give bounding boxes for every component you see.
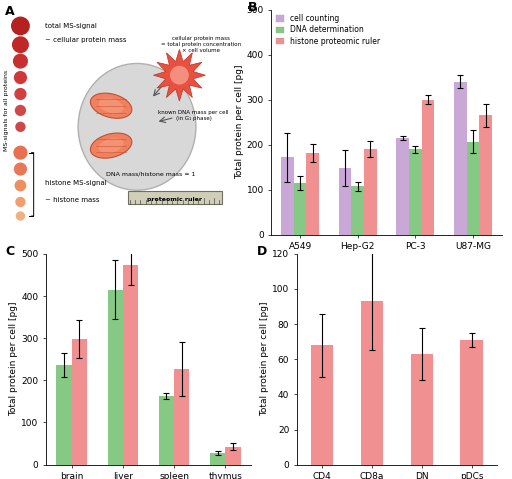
- Text: MS-signals for all proteins: MS-signals for all proteins: [4, 70, 9, 151]
- Circle shape: [14, 71, 27, 84]
- Circle shape: [14, 162, 27, 176]
- Bar: [364, 149, 377, 235]
- Circle shape: [15, 122, 26, 132]
- Text: ~ cellular protein mass: ~ cellular protein mass: [45, 37, 126, 43]
- Bar: [311, 345, 333, 465]
- Bar: [396, 138, 409, 235]
- Bar: [351, 186, 364, 235]
- Bar: [479, 115, 492, 235]
- Ellipse shape: [170, 66, 189, 85]
- Bar: [174, 369, 189, 465]
- Circle shape: [14, 88, 27, 100]
- Y-axis label: Total protein per cell [pg]: Total protein per cell [pg]: [234, 65, 244, 180]
- Text: D: D: [257, 245, 267, 259]
- Bar: [360, 301, 383, 465]
- Text: known DNA mass per cell
(in G₁ phase): known DNA mass per cell (in G₁ phase): [158, 110, 229, 121]
- Circle shape: [12, 36, 29, 53]
- Legend: cell counting, DNA determination, histone proteomic ruler: cell counting, DNA determination, histon…: [275, 13, 380, 46]
- Text: B: B: [248, 0, 258, 13]
- Text: total MS-signal: total MS-signal: [45, 23, 97, 29]
- Circle shape: [13, 54, 28, 68]
- Circle shape: [14, 180, 26, 192]
- Bar: [422, 100, 434, 235]
- Circle shape: [15, 197, 26, 207]
- Bar: [307, 153, 319, 235]
- Bar: [466, 141, 479, 235]
- Bar: [409, 149, 422, 235]
- Text: ~ histone mass: ~ histone mass: [45, 196, 100, 203]
- Polygon shape: [154, 49, 205, 101]
- Bar: [123, 265, 138, 465]
- Bar: [225, 446, 241, 465]
- Bar: [294, 183, 307, 235]
- Bar: [454, 81, 466, 235]
- Bar: [210, 453, 225, 465]
- Bar: [56, 365, 72, 465]
- Ellipse shape: [78, 64, 196, 190]
- Bar: [281, 157, 294, 235]
- Bar: [159, 396, 174, 465]
- Bar: [460, 340, 483, 465]
- Bar: [339, 168, 351, 235]
- Ellipse shape: [99, 138, 123, 153]
- FancyBboxPatch shape: [127, 192, 222, 205]
- Text: cellular protein mass
= total protein concentration
× cell volume: cellular protein mass = total protein co…: [161, 36, 241, 53]
- Bar: [108, 290, 123, 465]
- Circle shape: [11, 16, 30, 35]
- Ellipse shape: [91, 93, 132, 118]
- Bar: [72, 339, 87, 465]
- Circle shape: [15, 105, 26, 116]
- Text: C: C: [5, 245, 14, 259]
- Circle shape: [16, 211, 25, 221]
- Ellipse shape: [99, 98, 123, 113]
- Y-axis label: Total protein per cell [pg]: Total protein per cell [pg]: [260, 302, 269, 417]
- Ellipse shape: [91, 133, 132, 158]
- Text: A: A: [5, 5, 15, 18]
- Bar: [411, 354, 433, 465]
- Text: proteomic ruler: proteomic ruler: [147, 197, 202, 202]
- Text: histone MS-signal: histone MS-signal: [45, 180, 107, 186]
- Text: DNA mass/histone mass ≈ 1: DNA mass/histone mass ≈ 1: [106, 171, 196, 176]
- Y-axis label: Total protein per cell [pg]: Total protein per cell [pg]: [9, 302, 18, 417]
- Circle shape: [13, 146, 28, 160]
